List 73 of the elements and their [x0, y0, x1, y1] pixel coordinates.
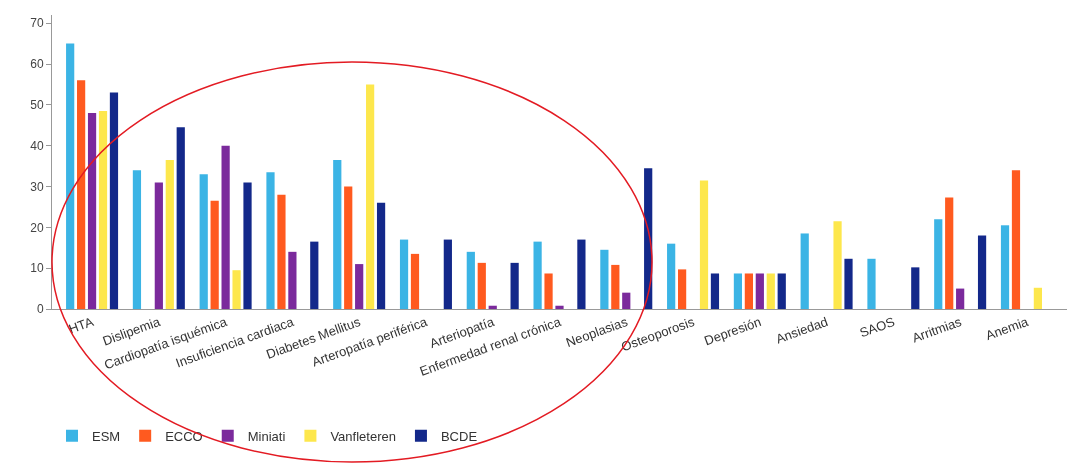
bar — [956, 288, 965, 309]
bar — [555, 305, 564, 309]
bar — [977, 235, 987, 309]
bar — [699, 180, 709, 309]
legend-label: ECCO — [165, 428, 203, 444]
bar — [733, 273, 743, 309]
y-tick-label: 20 — [30, 220, 44, 235]
bar — [310, 241, 319, 309]
bar — [376, 202, 386, 309]
y-tick-label: 10 — [30, 261, 44, 276]
bar — [777, 273, 786, 309]
bar — [466, 251, 475, 309]
bar — [210, 200, 219, 309]
bar — [443, 239, 452, 309]
bar — [154, 182, 163, 309]
legend-label: Vanfleteren — [330, 428, 396, 444]
bar — [277, 194, 286, 309]
bar — [109, 92, 119, 309]
y-tick-label: 60 — [30, 57, 44, 72]
legend-label: BCDE — [440, 428, 478, 444]
bar — [766, 273, 775, 309]
bar — [710, 273, 720, 309]
bar — [533, 241, 542, 309]
bar — [165, 159, 174, 309]
legend-label: ESM — [92, 428, 121, 444]
bar — [176, 127, 185, 309]
bar — [667, 243, 676, 309]
bar — [477, 262, 486, 309]
bar — [622, 292, 631, 309]
bar — [199, 174, 208, 309]
bar — [87, 113, 97, 309]
bar — [355, 264, 364, 309]
bar — [544, 273, 553, 309]
y-tick-label: 0 — [36, 302, 44, 317]
bar — [410, 253, 420, 309]
bar — [1011, 170, 1021, 309]
bar — [755, 273, 764, 309]
bar — [1033, 287, 1042, 309]
bar — [98, 110, 108, 309]
bar — [867, 258, 876, 309]
legend-label: Miniati — [247, 428, 286, 444]
bar — [243, 182, 252, 309]
bar — [344, 186, 353, 309]
bar — [232, 270, 241, 309]
y-tick-label: 30 — [30, 179, 44, 194]
bar — [677, 269, 687, 309]
x-tick-label: Anemia — [983, 313, 1031, 344]
x-tick-label: HTA — [66, 313, 96, 337]
bar — [945, 197, 954, 309]
bar — [221, 145, 230, 309]
bar — [266, 172, 275, 309]
y-tick-label: 50 — [30, 98, 44, 113]
bar — [66, 43, 75, 309]
bar — [833, 221, 842, 309]
bar — [132, 170, 142, 309]
bar — [800, 233, 809, 309]
bar — [1000, 225, 1010, 309]
bar — [911, 267, 920, 309]
bar — [510, 262, 519, 309]
bar — [600, 249, 609, 309]
bar — [577, 239, 586, 309]
bar — [333, 159, 342, 309]
bar — [399, 239, 409, 309]
bar — [611, 264, 620, 309]
bar — [366, 84, 375, 309]
bar — [744, 273, 753, 309]
bar — [934, 219, 943, 309]
bar — [288, 251, 297, 309]
bar — [844, 258, 853, 309]
x-tick-label: SAOS — [857, 313, 897, 341]
y-tick-label: 40 — [30, 138, 44, 153]
bar — [77, 80, 86, 309]
y-tick-label: 70 — [30, 16, 44, 31]
